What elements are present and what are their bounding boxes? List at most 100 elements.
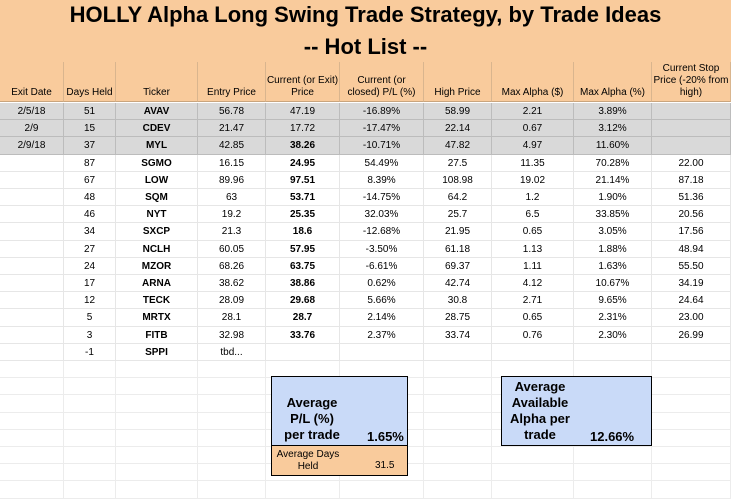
cell-pl[interactable]: 2.14%: [340, 309, 424, 327]
cell-ticker[interactable]: NYT: [116, 206, 198, 224]
cell-high-price[interactable]: 42.74: [424, 275, 492, 293]
average-alpha-box[interactable]: Average Available Alpha per trade 12.66%: [501, 376, 652, 446]
cell-high-price[interactable]: 108.98: [424, 171, 492, 189]
empty-cell[interactable]: [64, 378, 116, 396]
cell-high-price[interactable]: 61.18: [424, 240, 492, 258]
empty-cell[interactable]: [574, 464, 652, 482]
cell-max-alpha-pct[interactable]: 3.05%: [574, 223, 652, 241]
empty-cell[interactable]: [652, 447, 731, 465]
cell-ticker[interactable]: LOW: [116, 171, 198, 189]
cell-exit-date[interactable]: [0, 257, 64, 275]
cell-current-price[interactable]: 24.95: [266, 154, 340, 172]
cell-ticker[interactable]: ARNA: [116, 275, 198, 293]
cell-pl[interactable]: 54.49%: [340, 154, 424, 172]
empty-cell[interactable]: [574, 447, 652, 465]
cell-stop-price[interactable]: [652, 103, 731, 121]
cell-high-price[interactable]: [424, 343, 492, 361]
empty-cell[interactable]: [198, 429, 266, 447]
cell-high-price[interactable]: 21.95: [424, 223, 492, 241]
cell-days-held[interactable]: 51: [64, 103, 116, 121]
cell-ticker[interactable]: TECK: [116, 292, 198, 310]
cell-exit-date[interactable]: 2/5/18: [0, 103, 64, 121]
header-stop-price[interactable]: Current Stop Price (-20% from high): [652, 62, 731, 102]
cell-entry-price[interactable]: 68.26: [198, 257, 266, 275]
cell-entry-price[interactable]: 19.2: [198, 206, 266, 224]
cell-exit-date[interactable]: [0, 189, 64, 207]
cell-days-held[interactable]: 37: [64, 137, 116, 155]
cell-entry-price[interactable]: 28.09: [198, 292, 266, 310]
cell-days-held[interactable]: 24: [64, 257, 116, 275]
cell-max-alpha-dollar[interactable]: 4.97: [492, 137, 574, 155]
cell-days-held[interactable]: -1: [64, 343, 116, 361]
empty-cell[interactable]: [652, 481, 731, 499]
empty-cell[interactable]: [0, 378, 64, 396]
cell-max-alpha-dollar[interactable]: [492, 343, 574, 361]
cell-max-alpha-dollar[interactable]: 11.35: [492, 154, 574, 172]
empty-cell[interactable]: [116, 378, 198, 396]
cell-max-alpha-pct[interactable]: 2.30%: [574, 326, 652, 344]
cell-high-price[interactable]: 69.37: [424, 257, 492, 275]
cell-pl[interactable]: -12.68%: [340, 223, 424, 241]
cell-exit-date[interactable]: [0, 343, 64, 361]
cell-entry-price[interactable]: 89.96: [198, 171, 266, 189]
cell-stop-price[interactable]: 24.64: [652, 292, 731, 310]
cell-current-price[interactable]: 47.19: [266, 103, 340, 121]
cell-current-price[interactable]: 63.75: [266, 257, 340, 275]
cell-entry-price[interactable]: 56.78: [198, 103, 266, 121]
cell-max-alpha-pct[interactable]: 10.67%: [574, 275, 652, 293]
cell-pl[interactable]: -16.89%: [340, 103, 424, 121]
cell-days-held[interactable]: 34: [64, 223, 116, 241]
cell-max-alpha-pct[interactable]: 9.65%: [574, 292, 652, 310]
empty-cell[interactable]: [424, 378, 492, 396]
cell-exit-date[interactable]: [0, 223, 64, 241]
empty-cell[interactable]: [64, 429, 116, 447]
empty-cell[interactable]: [0, 361, 64, 379]
cell-current-price[interactable]: 57.95: [266, 240, 340, 258]
empty-cell[interactable]: [492, 481, 574, 499]
cell-max-alpha-pct[interactable]: 21.14%: [574, 171, 652, 189]
cell-max-alpha-pct[interactable]: 1.90%: [574, 189, 652, 207]
cell-current-price[interactable]: 38.26: [266, 137, 340, 155]
cell-pl[interactable]: 2.37%: [340, 326, 424, 344]
cell-exit-date[interactable]: [0, 326, 64, 344]
empty-cell[interactable]: [266, 481, 340, 499]
cell-ticker[interactable]: AVAV: [116, 103, 198, 121]
cell-exit-date[interactable]: [0, 206, 64, 224]
cell-high-price[interactable]: 28.75: [424, 309, 492, 327]
cell-max-alpha-pct[interactable]: 1.88%: [574, 240, 652, 258]
cell-current-price[interactable]: 53.71: [266, 189, 340, 207]
cell-high-price[interactable]: 47.82: [424, 137, 492, 155]
cell-max-alpha-dollar[interactable]: 4.12: [492, 275, 574, 293]
cell-current-price[interactable]: 38.86: [266, 275, 340, 293]
empty-cell[interactable]: [492, 447, 574, 465]
cell-stop-price[interactable]: 55.50: [652, 257, 731, 275]
cell-entry-price[interactable]: 16.15: [198, 154, 266, 172]
cell-max-alpha-dollar[interactable]: 6.5: [492, 206, 574, 224]
cell-pl[interactable]: -6.61%: [340, 257, 424, 275]
empty-cell[interactable]: [424, 429, 492, 447]
empty-cell[interactable]: [198, 395, 266, 413]
empty-cell[interactable]: [64, 395, 116, 413]
cell-max-alpha-dollar[interactable]: 2.71: [492, 292, 574, 310]
cell-current-price[interactable]: 29.68: [266, 292, 340, 310]
cell-exit-date[interactable]: 2/9/18: [0, 137, 64, 155]
empty-cell[interactable]: [492, 464, 574, 482]
cell-exit-date[interactable]: [0, 292, 64, 310]
average-pl-box[interactable]: Average P/L (%) per trade 1.65%: [271, 376, 408, 446]
cell-days-held[interactable]: 67: [64, 171, 116, 189]
cell-high-price[interactable]: 64.2: [424, 189, 492, 207]
empty-cell[interactable]: [652, 464, 731, 482]
empty-cell[interactable]: [0, 429, 64, 447]
empty-cell[interactable]: [116, 395, 198, 413]
sheet-title[interactable]: HOLLY Alpha Long Swing Trade Strategy, b…: [69, 2, 662, 27]
cell-high-price[interactable]: 30.8: [424, 292, 492, 310]
empty-cell[interactable]: [116, 429, 198, 447]
cell-current-price[interactable]: 33.76: [266, 326, 340, 344]
empty-cell[interactable]: [64, 361, 116, 379]
cell-current-price[interactable]: 17.72: [266, 120, 340, 138]
cell-entry-price[interactable]: 38.62: [198, 275, 266, 293]
cell-days-held[interactable]: 12: [64, 292, 116, 310]
empty-cell[interactable]: [424, 481, 492, 499]
empty-cell[interactable]: [64, 464, 116, 482]
empty-cell[interactable]: [116, 412, 198, 430]
